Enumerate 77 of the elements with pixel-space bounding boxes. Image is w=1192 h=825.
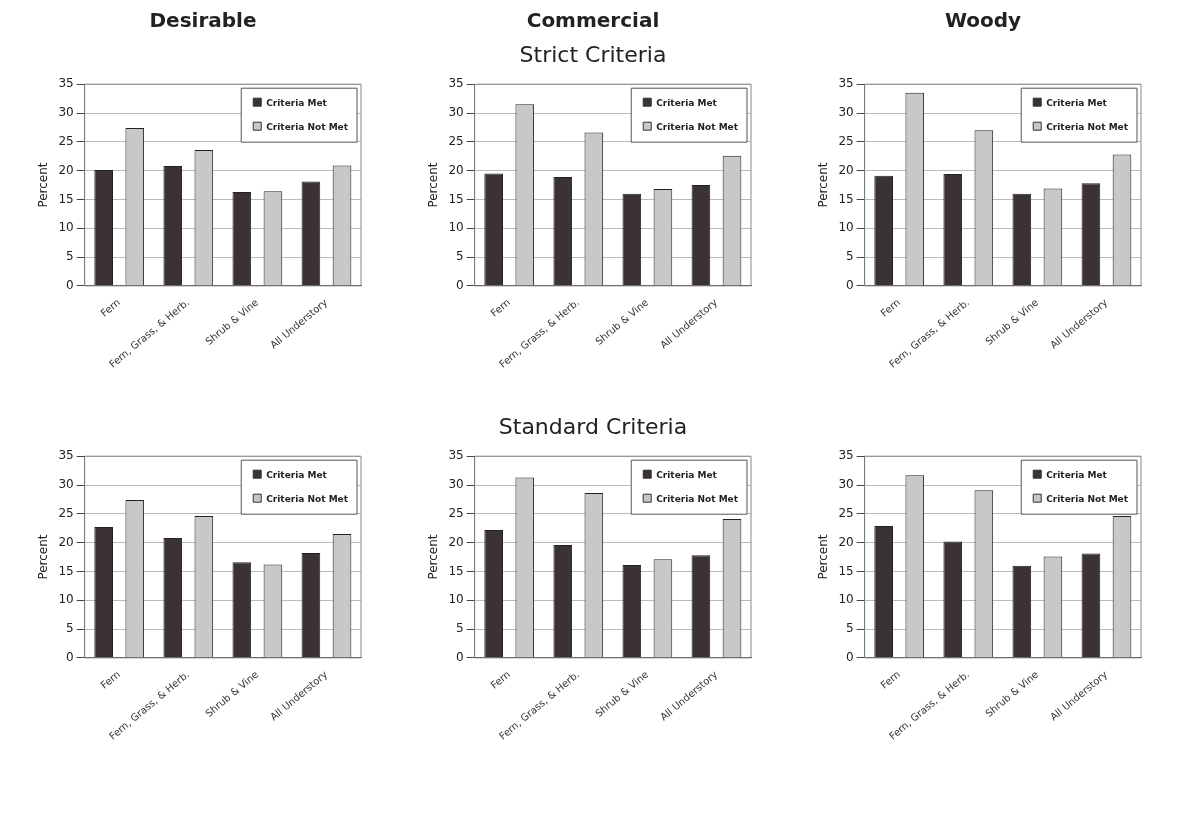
y-axis-title: Percent <box>426 162 441 208</box>
y-tick-label: 30 <box>838 105 854 120</box>
legend-label: Criteria Not Met <box>266 493 349 504</box>
y-tick-label: 10 <box>448 592 464 607</box>
x-tick-label: Fern <box>878 668 903 691</box>
y-tick-label: 0 <box>456 649 464 664</box>
y-tick-label: 20 <box>838 534 854 549</box>
y-tick-label: 15 <box>58 563 74 578</box>
chart-title: Desirable <box>149 8 257 34</box>
x-tick-label: Fern <box>98 296 123 319</box>
x-tick-label: Fern <box>98 668 123 691</box>
legend-label: Criteria Not Met <box>1046 121 1129 132</box>
y-tick-label: 35 <box>838 76 854 91</box>
legend-label: Criteria Not Met <box>266 121 349 132</box>
chart-title: Woody <box>944 8 1022 34</box>
legend-label: Criteria Met <box>656 97 718 108</box>
y-axis-title: Percent <box>816 534 831 580</box>
y-tick-label: 0 <box>456 277 464 292</box>
y-tick-label: 0 <box>846 277 854 292</box>
y-axis-title: Percent <box>426 534 441 580</box>
y-tick-label: 20 <box>838 162 854 177</box>
y-tick-label: 0 <box>846 649 854 664</box>
chart-subtitle: Strict Criteria <box>519 42 667 69</box>
y-tick-label: 20 <box>448 534 464 549</box>
y-tick-label: 30 <box>838 477 854 492</box>
y-tick-label: 5 <box>66 621 74 636</box>
x-tick-label: Fern <box>488 668 513 691</box>
y-axis-title: Percent <box>36 162 51 208</box>
y-tick-label: 5 <box>456 249 464 264</box>
legend-label: Criteria Not Met <box>656 493 739 504</box>
legend-label: Criteria Met <box>1046 469 1108 480</box>
y-tick-label: 35 <box>838 448 854 463</box>
y-tick-label: 30 <box>448 105 464 120</box>
y-tick-label: 15 <box>58 191 74 206</box>
y-tick-label: 30 <box>448 477 464 492</box>
legend-label: Criteria Met <box>266 97 328 108</box>
y-tick-label: 5 <box>66 249 74 264</box>
y-tick-label: 15 <box>838 563 854 578</box>
y-tick-label: 5 <box>846 249 854 264</box>
y-tick-label: 25 <box>58 505 74 520</box>
y-tick-label: 10 <box>838 220 854 235</box>
y-tick-label: 5 <box>846 621 854 636</box>
y-tick-label: 30 <box>58 477 74 492</box>
chart-title: Commercial <box>526 8 660 34</box>
y-tick-label: 15 <box>448 563 464 578</box>
y-tick-label: 10 <box>58 220 74 235</box>
y-axis-title: Percent <box>36 534 51 580</box>
y-tick-label: 15 <box>448 191 464 206</box>
y-tick-label: 25 <box>58 133 74 148</box>
y-tick-label: 0 <box>66 277 74 292</box>
y-tick-label: 25 <box>838 133 854 148</box>
y-tick-label: 5 <box>456 621 464 636</box>
x-tick-label: Fern <box>878 296 903 319</box>
legend-label: Criteria Not Met <box>656 121 739 132</box>
legend-label: Criteria Not Met <box>1046 493 1129 504</box>
legend-label: Criteria Met <box>1046 97 1108 108</box>
y-tick-label: 25 <box>838 505 854 520</box>
y-tick-label: 0 <box>66 649 74 664</box>
y-tick-label: 20 <box>58 162 74 177</box>
y-tick-label: 30 <box>58 105 74 120</box>
y-tick-label: 35 <box>448 448 464 463</box>
y-tick-label: 25 <box>448 133 464 148</box>
legend-label: Criteria Met <box>266 469 328 480</box>
y-tick-label: 20 <box>448 162 464 177</box>
legend-label: Criteria Met <box>656 469 718 480</box>
y-tick-label: 20 <box>58 534 74 549</box>
chart-subtitle: Standard Criteria <box>498 414 688 441</box>
y-tick-label: 35 <box>448 76 464 91</box>
y-tick-label: 35 <box>58 448 74 463</box>
y-tick-label: 25 <box>448 505 464 520</box>
y-tick-label: 10 <box>58 592 74 607</box>
x-tick-label: Fern <box>488 296 513 319</box>
y-tick-label: 15 <box>838 191 854 206</box>
y-tick-label: 10 <box>448 220 464 235</box>
y-tick-label: 10 <box>838 592 854 607</box>
y-tick-label: 35 <box>58 76 74 91</box>
y-axis-title: Percent <box>816 162 831 208</box>
